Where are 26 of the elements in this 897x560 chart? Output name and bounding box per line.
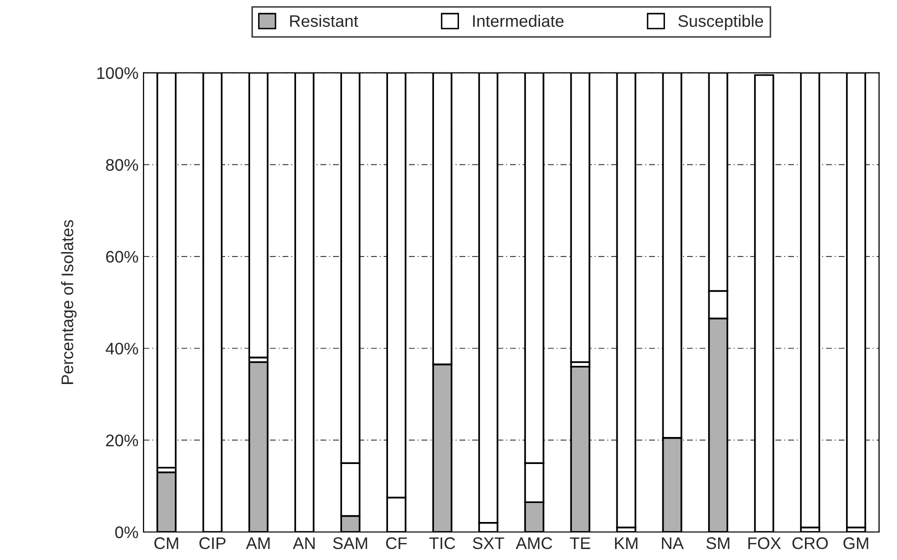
x-tick-label: SXT xyxy=(472,537,504,550)
x-tick-label: TE xyxy=(570,537,590,549)
x-tick-label: CF xyxy=(386,537,407,550)
x-tick-label: SAM xyxy=(333,537,368,550)
x-tick-label: CIP xyxy=(199,537,226,550)
x-tick-label: SM xyxy=(706,537,730,550)
x-tick-label: CRO xyxy=(792,537,828,550)
y-tick-label: 20% xyxy=(106,434,138,446)
y-tick-label: 80% xyxy=(106,159,138,171)
x-tick-label: AN xyxy=(292,537,315,549)
y-tick-label: 40% xyxy=(106,342,138,355)
legend-label: Intermediate xyxy=(473,14,564,27)
y-tick-label: 60% xyxy=(106,250,138,263)
x-tick-label: AM xyxy=(246,537,270,549)
y-axis-title: Percentage of Isolates xyxy=(61,220,77,384)
y-tick-label: 0% xyxy=(115,526,138,538)
x-tick-label: KM xyxy=(615,537,638,549)
legend-label: Susceptible xyxy=(678,14,764,30)
legend-label: Resistant xyxy=(290,14,358,27)
y-tick-label: 100% xyxy=(97,67,138,80)
x-tick-label: AMC xyxy=(516,537,552,550)
x-tick-label: TIC xyxy=(429,537,456,550)
x-tick-label: CM xyxy=(154,537,178,550)
x-tick-label: GM xyxy=(843,537,868,550)
x-tick-label: NA xyxy=(662,537,684,549)
x-tick-label: FOX xyxy=(748,537,781,550)
